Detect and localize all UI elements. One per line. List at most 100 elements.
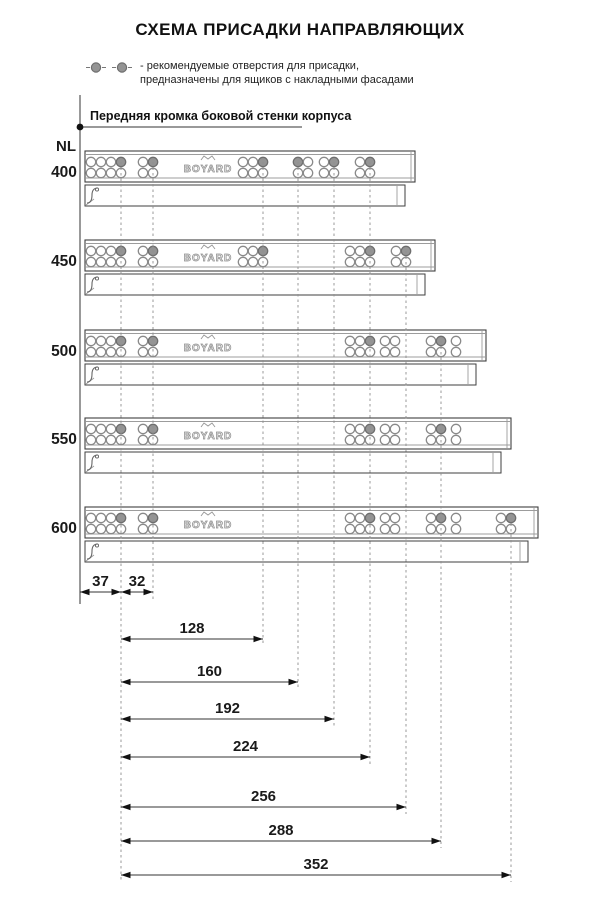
arrow-right-icon	[396, 803, 406, 811]
dimension-value: 37	[92, 573, 109, 590]
hole	[105, 523, 117, 535]
hole	[85, 423, 97, 435]
hole	[318, 156, 330, 168]
boyard-logo: BOYARD	[184, 343, 232, 354]
hole	[105, 423, 117, 435]
hole	[137, 434, 149, 446]
hole	[85, 434, 97, 446]
hole	[354, 434, 366, 446]
hole	[137, 156, 149, 168]
hole	[85, 346, 97, 358]
dimension-352: 352	[121, 856, 511, 879]
page-title: СХЕМА ПРИСАДКИ НАПРАВЛЯЮЩИХ	[135, 20, 465, 39]
rail-label-600: 600	[51, 520, 77, 537]
hole	[85, 523, 97, 535]
hole	[105, 156, 117, 168]
hole	[247, 256, 259, 268]
legend-line2: предназначены для ящиков с накладными фа…	[140, 73, 414, 86]
hole	[390, 256, 402, 268]
hole	[425, 335, 437, 347]
arrow-right-icon	[431, 837, 441, 845]
arrow-right-icon	[324, 715, 334, 723]
hole	[137, 346, 149, 358]
hole	[105, 256, 117, 268]
rail-500: BOYARD 500	[51, 329, 487, 386]
arrow-right-icon	[143, 588, 153, 596]
dimension-256: 256	[121, 788, 406, 811]
rail-label-450: 450	[51, 253, 77, 270]
hole	[450, 434, 462, 446]
arrow-right-icon	[253, 635, 263, 643]
hook-icon	[86, 454, 99, 471]
rail-450: BOYARD 450	[51, 239, 436, 296]
hole	[379, 512, 391, 524]
rail-lower-bar	[84, 540, 529, 563]
hole	[379, 423, 391, 435]
hole	[95, 256, 107, 268]
rail-label-500: 500	[51, 343, 77, 360]
hole	[379, 523, 391, 535]
hole	[389, 512, 401, 524]
hole	[302, 156, 314, 168]
hook-icon	[94, 187, 100, 192]
recommended-hole	[147, 512, 159, 524]
hole	[354, 512, 366, 524]
hole	[105, 512, 117, 524]
hole	[354, 256, 366, 268]
hook-icon	[94, 454, 100, 459]
arrow-left-icon	[121, 871, 131, 879]
hole	[105, 245, 117, 257]
rail-lower-bar	[84, 273, 426, 296]
hole	[95, 335, 107, 347]
hook-icon	[86, 187, 99, 204]
arrow-left-icon	[121, 635, 131, 643]
rail-lower-bar	[84, 451, 502, 474]
dimension-224: 224	[121, 738, 370, 761]
hole	[344, 434, 356, 446]
hole	[247, 156, 259, 168]
hole	[344, 335, 356, 347]
hole	[85, 156, 97, 168]
hole	[105, 167, 117, 179]
boyard-logo: BOYARD	[184, 253, 232, 264]
hole	[390, 245, 402, 257]
hole	[85, 167, 97, 179]
hook-icon	[86, 366, 99, 383]
rail-600: BOYARD 600	[51, 506, 539, 563]
hole	[354, 156, 366, 168]
arrow-left-icon	[121, 837, 131, 845]
dimension-value: 288	[268, 822, 293, 839]
dimension-37: 37	[80, 573, 121, 596]
hole	[95, 167, 107, 179]
hole	[247, 167, 259, 179]
hole	[105, 346, 117, 358]
hole	[137, 523, 149, 535]
hole	[344, 423, 356, 435]
arrow-left-icon	[121, 715, 131, 723]
dimension-value: 352	[303, 856, 328, 873]
hole	[450, 335, 462, 347]
hole	[85, 256, 97, 268]
dimension-value: 224	[233, 738, 259, 755]
hole	[137, 245, 149, 257]
hole	[344, 346, 356, 358]
arrow-right-icon	[288, 678, 298, 686]
hole	[137, 167, 149, 179]
front-edge-dot	[76, 123, 84, 131]
dimension-value: 160	[197, 663, 222, 680]
hole	[354, 523, 366, 535]
hole	[389, 346, 401, 358]
hole	[450, 423, 462, 435]
hook-icon	[94, 366, 100, 371]
hole	[425, 346, 437, 358]
hole	[425, 423, 437, 435]
hole	[425, 523, 437, 535]
recommended-hole-icon	[86, 62, 132, 73]
hole	[147, 523, 159, 535]
arrow-left-icon	[121, 588, 131, 596]
hole	[115, 523, 127, 535]
hole	[137, 256, 149, 268]
legend-line1: - рекомендуемые отверстия для присадки,	[140, 60, 360, 72]
hole	[379, 346, 391, 358]
